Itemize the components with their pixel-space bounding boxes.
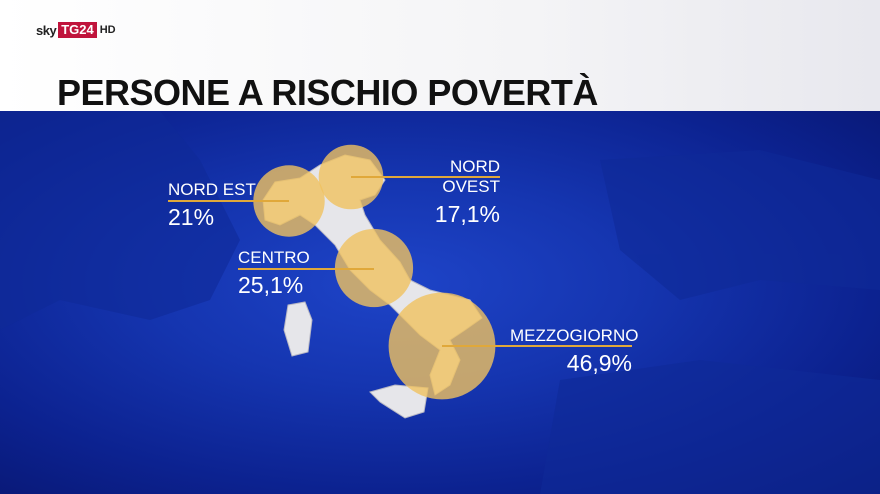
region-mezzogiorno: MEZZOGIORNO 46,9%	[510, 326, 639, 377]
logo-hd: HD	[99, 24, 116, 36]
region-value: 17,1%	[434, 201, 500, 227]
region-nord-ovest: NORD OVEST 17,1%	[398, 157, 500, 228]
region-name: NORD EST	[168, 180, 256, 199]
header: sky TG24 HD PERSONE A RISCHIO POVERTÀ	[0, 0, 880, 113]
region-nord-est: NORD EST 21%	[168, 180, 256, 231]
logo-sky: sky	[36, 22, 57, 38]
surrounding-land	[0, 111, 880, 494]
region-name: CENTRO	[238, 248, 310, 267]
region-value: 46,9%	[566, 350, 632, 376]
page-title: PERSONE A RISCHIO POVERTÀ	[57, 72, 598, 113]
sicily	[369, 384, 429, 419]
region-name: NORD OVEST	[442, 157, 500, 196]
region-value: 21%	[168, 204, 215, 230]
sardinia	[283, 301, 313, 357]
logo-tg24: TG24	[58, 22, 97, 38]
region-value: 25,1%	[238, 272, 304, 298]
region-name: MEZZOGIORNO	[510, 326, 639, 345]
skytg24-logo: sky TG24 HD	[36, 22, 116, 38]
region-centro: CENTRO 25,1%	[238, 248, 310, 299]
